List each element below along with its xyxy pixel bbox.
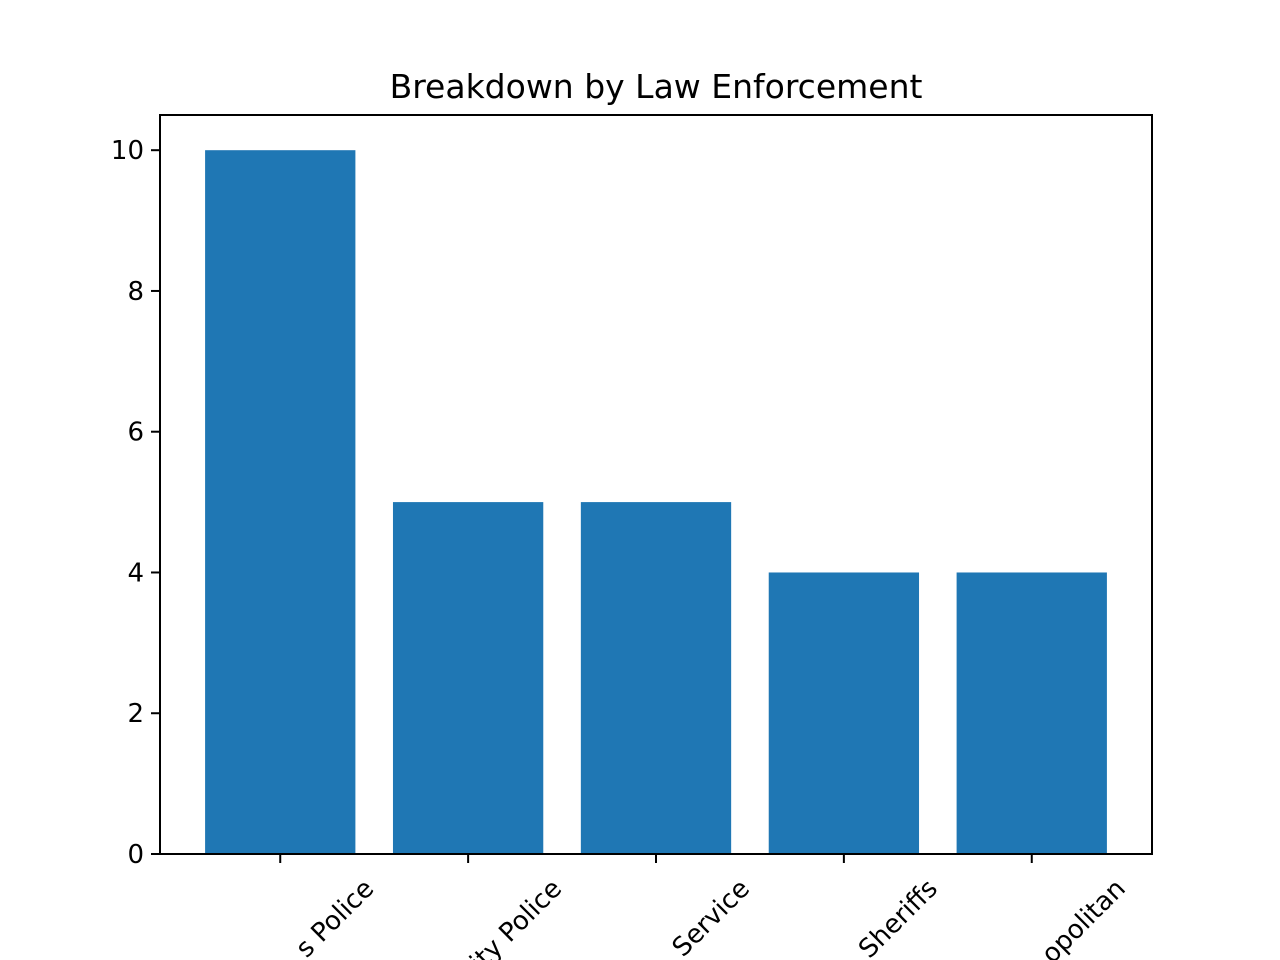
y-axis: 0 2 4 6 8 10 (111, 136, 160, 870)
x-tick-label: ity Police (465, 874, 569, 960)
x-axis: s Police ity Police Service Sheriffs opolita… (279, 854, 1132, 960)
x-tick-label: s Police (290, 874, 380, 960)
bar (580, 502, 732, 854)
x-tick-label: Service (667, 874, 756, 960)
bar (392, 502, 544, 854)
x-tick-label: opolitan (1036, 874, 1132, 960)
y-tick-label: 6 (127, 418, 144, 448)
bar (205, 150, 356, 854)
bar (956, 572, 1107, 854)
y-tick-label: 0 (127, 840, 144, 870)
y-tick-label: 2 (127, 699, 144, 729)
y-tick-label: 10 (111, 136, 144, 166)
bar (768, 572, 920, 854)
chart-title: Breakdown by Law Enforcement (390, 67, 923, 106)
y-tick-label: 8 (127, 277, 144, 307)
plot-frame (159, 114, 1153, 855)
y-tick-label: 4 (127, 558, 144, 588)
bars-layer (205, 150, 1107, 854)
x-tick-label: Sheriffs (853, 874, 944, 960)
